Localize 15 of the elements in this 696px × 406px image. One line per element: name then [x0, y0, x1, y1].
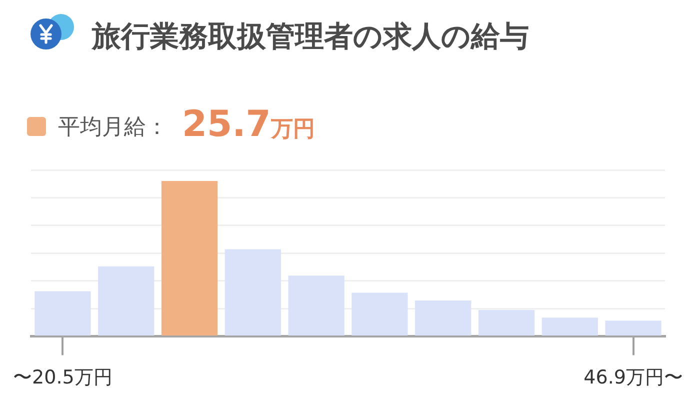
bar — [542, 318, 598, 336]
chart-title: 旅行業務取扱管理者の求人の給与 — [92, 18, 529, 55]
text: 25.7万円 — [182, 104, 315, 145]
x-tick-label: 〜20.5万円 — [13, 366, 112, 389]
bar — [352, 292, 408, 336]
bar — [288, 276, 344, 336]
bar — [224, 249, 281, 336]
bar — [605, 320, 662, 336]
x-tick-label: 46.9万円〜 — [584, 366, 683, 389]
bar — [34, 291, 91, 336]
bar — [415, 300, 472, 336]
bar — [161, 181, 218, 336]
bar — [98, 266, 154, 336]
legend-label: 平均月給： — [58, 114, 168, 142]
bar — [478, 310, 535, 336]
